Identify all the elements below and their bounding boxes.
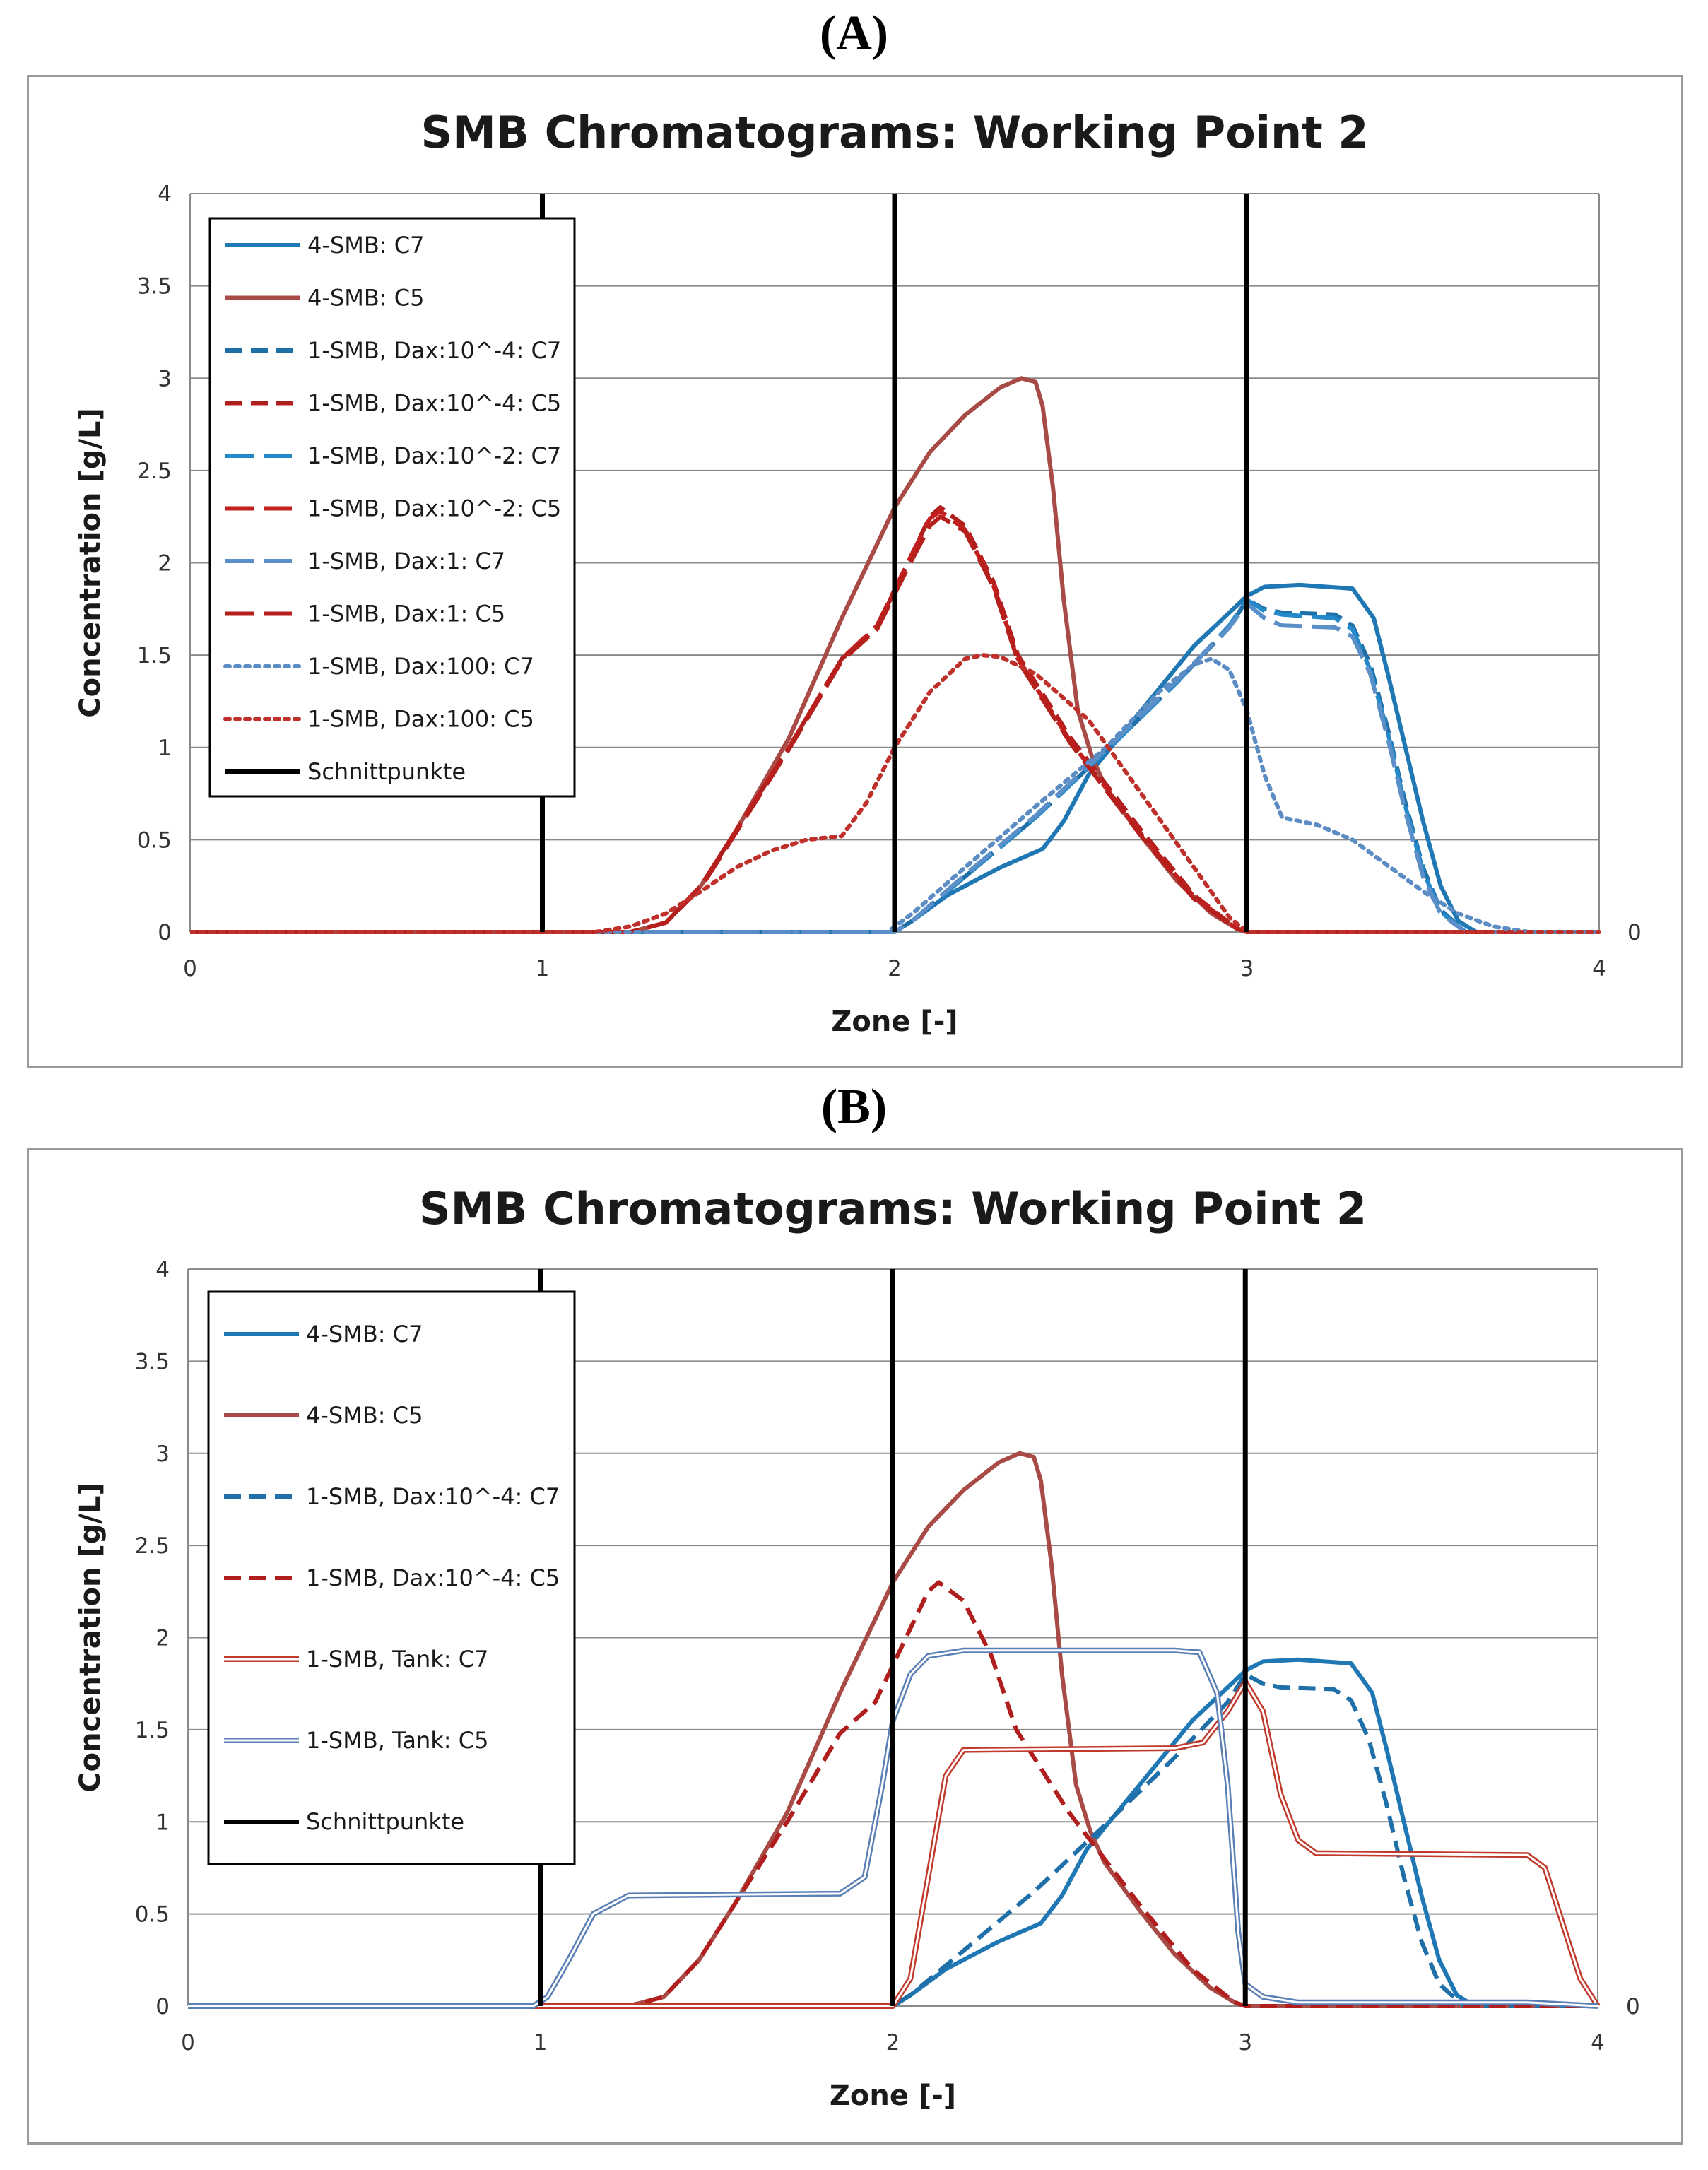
chart-a-y-tick-label: 3 (158, 366, 172, 391)
chart-a-legend-label: 1-SMB, Dax:10^-2: C5 (307, 495, 561, 522)
chart-b-y-axis-title: Concentration [g/L] (74, 1482, 107, 1792)
chart-b-legend-box (207, 1290, 576, 1865)
chart-b-legend-label: 1-SMB, Tank: C5 (306, 1727, 488, 1754)
chart-a-y-tick-label: 0.5 (137, 827, 172, 853)
chart-a-series-line-0 (190, 582, 1599, 934)
chart-b-series-line-3 (188, 1580, 1598, 2008)
chart-b-secondary-y-tick: 0 (1626, 1994, 1640, 2019)
chart-a-legend-label: 1-SMB, Dax:1: C5 (307, 601, 505, 627)
chart-a-series-group (190, 376, 1601, 934)
chart-b-legend-label: Schnittpunkte (306, 1808, 464, 1835)
chart-a-series-line-7 (190, 514, 1599, 934)
chart-a-x-tick-label: 0 (183, 956, 197, 981)
chart-a-y-tick-label: 3.5 (137, 274, 172, 300)
chart-a-legend-label: 1-SMB, Dax:10^-4: C5 (307, 390, 561, 417)
chart-b-x-tick-label: 3 (1238, 2030, 1252, 2056)
chart-b-y-tick-label: 2 (155, 1626, 170, 1651)
chart-a-secondary-y-tick: 0 (1627, 920, 1642, 945)
chart-b-x-tick-label: 1 (534, 2030, 548, 2056)
panel-a-label: (A) (819, 6, 889, 61)
chart-a-legend-label: 1-SMB, Dax:10^-4: C7 (307, 337, 561, 364)
chart-a-series-line-9 (190, 653, 1601, 934)
chart-a-x-tick-label: 4 (1592, 956, 1606, 981)
chart-b-legend-label: 1-SMB, Dax:10^-4: C5 (306, 1564, 560, 1591)
chart-a-title: SMB Chromatograms: Working Point 2 (420, 107, 1368, 158)
chart-b-y-tick-label: 1.5 (135, 1718, 170, 1743)
chart-a-legend-label: 1-SMB, Dax:100: C5 (307, 706, 534, 733)
chart-a-legend-label: Schnittpunkte (307, 758, 466, 785)
chart-panel-a: SMB Chromatograms: Working Point 2 0 0.5 1 1… (27, 75, 1683, 1068)
chart-b-y-tick-label: 0 (155, 1994, 170, 2019)
chart-a-legend: 4-SMB: C7 4-SMB: C5 1-SMB, Dax:10^-4: C7 1-… (208, 217, 576, 798)
panel-b-label: (B) (820, 1080, 888, 1134)
chart-b-title: SMB Chromatograms: Working Point 2 (419, 1183, 1367, 1234)
chart-b-y-tick-label: 0.5 (135, 1902, 170, 1928)
chart-b-series-group (188, 1451, 1601, 2009)
chart-a-x-tick-label: 3 (1240, 956, 1254, 981)
chart-a-x-axis-title: Zone [-] (831, 1006, 958, 1038)
chart-b-y-tick-label: 3 (155, 1441, 170, 1467)
chart-a-x-tick-label: 2 (888, 956, 902, 981)
chart-b-series-line-2 (188, 1672, 1598, 2008)
chart-b-y-tick-label: 3.5 (135, 1349, 170, 1374)
chart-b-legend: 4-SMB: C7 4-SMB: C5 1-SMB, Dax:10^-4: C7 1-… (207, 1290, 576, 1865)
chart-a-legend-label: 1-SMB, Dax:100: C7 (307, 653, 534, 680)
chart-a-x-tick-label: 1 (536, 956, 550, 981)
chart-a-legend-label: 4-SMB: C5 (307, 285, 424, 312)
chart-b-y-tick-label: 1 (155, 1810, 170, 1835)
chart-b-series-line-5-inner (188, 1649, 1598, 2007)
chart-b-legend-label: 1-SMB, Tank: C7 (306, 1646, 488, 1673)
chart-a-y-tick-label: 2.5 (137, 459, 172, 484)
chart-a-y-tick-label: 2 (158, 551, 172, 577)
chart-b-series-line-0 (188, 1657, 1598, 2008)
chart-b-legend-label: 4-SMB: C7 (306, 1321, 423, 1348)
chart-b-y-tick-label: 4 (155, 1257, 170, 1282)
chart-a-legend-label: 1-SMB, Dax:1: C7 (307, 548, 505, 574)
chart-b-x-axis-title: Zone [-] (830, 2080, 956, 2112)
chart-b-y-tick-label: 2.5 (135, 1533, 170, 1559)
chart-b-svg: SMB Chromatograms: Working Point 2 0 0.5 1 1… (74, 1183, 1640, 2112)
chart-b-legend-label: 4-SMB: C5 (306, 1402, 423, 1429)
chart-a-y-axis-title: Concentration [g/L] (74, 408, 107, 717)
chart-panel-b: SMB Chromatograms: Working Point 2 0 0.5 1 1… (27, 1148, 1683, 2145)
chart-a-y-tick-label: 1.5 (137, 643, 172, 668)
chart-a-y-tick-label: 0 (158, 920, 172, 945)
chart-b-legend-label: 1-SMB, Dax:10^-4: C7 (306, 1483, 560, 1510)
chart-a-y-tick-label: 4 (158, 182, 172, 207)
chart-a-series-line-6 (190, 601, 1599, 934)
chart-a-y-tick-label: 1 (158, 736, 172, 761)
chart-b-x-tick-label: 0 (181, 2030, 195, 2056)
chart-a-legend-label: 4-SMB: C7 (307, 232, 424, 259)
chart-a-legend-label: 1-SMB, Dax:10^-2: C7 (307, 442, 561, 469)
chart-b-x-tick-label: 2 (886, 2030, 900, 2056)
chart-b-x-tick-label: 4 (1591, 2030, 1605, 2056)
chart-a-svg: SMB Chromatograms: Working Point 2 0 0.5 1 1… (74, 107, 1642, 1038)
